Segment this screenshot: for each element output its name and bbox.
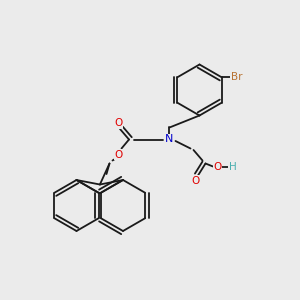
Text: O: O	[114, 149, 123, 160]
Text: O: O	[191, 176, 199, 186]
Text: H: H	[229, 161, 236, 172]
Text: O: O	[114, 118, 123, 128]
Text: Br: Br	[231, 72, 242, 82]
Text: O: O	[213, 161, 222, 172]
Text: N: N	[165, 134, 174, 145]
